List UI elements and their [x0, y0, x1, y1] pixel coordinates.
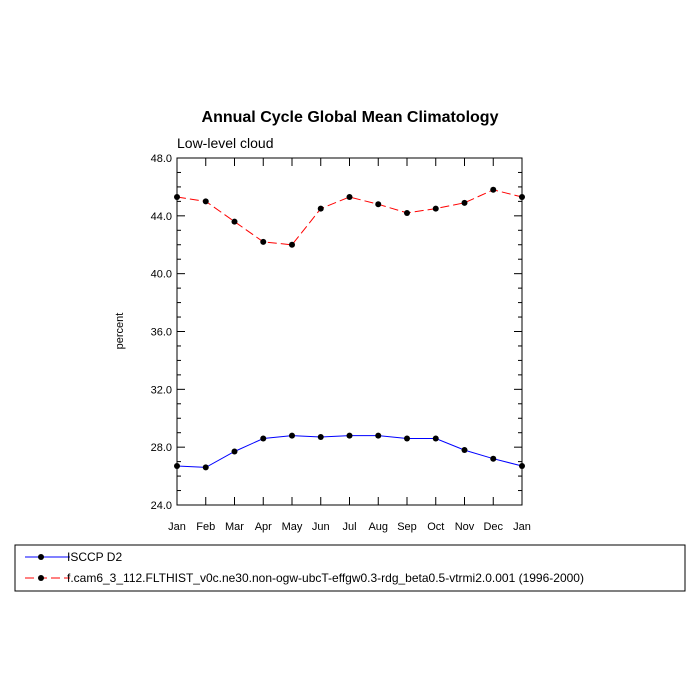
x-tick-label: Apr	[255, 521, 272, 533]
data-point	[404, 209, 410, 216]
data-point	[490, 186, 497, 193]
data-point	[231, 448, 238, 455]
data-point	[519, 194, 525, 201]
data-point	[289, 432, 295, 439]
x-tick-label: Jun	[312, 521, 330, 533]
legend-marker-2	[38, 575, 44, 581]
x-tick-label: Oct	[427, 521, 444, 533]
legend-label-1: ISCCP D2	[67, 550, 122, 564]
x-tick-label: Aug	[368, 521, 388, 533]
chart-subtitle: Low-level cloud	[177, 135, 274, 151]
data-point	[461, 447, 468, 454]
x-tick-label: Sep	[397, 521, 417, 533]
data-point	[260, 435, 267, 442]
data-point	[174, 462, 180, 469]
data-point	[174, 194, 180, 201]
x-tick-label: Mar	[225, 521, 244, 533]
data-point	[375, 201, 382, 208]
series-line-1	[176, 435, 523, 468]
x-tick-label: May	[282, 521, 303, 533]
y-tick-label: 40.0	[151, 269, 172, 281]
legend-label-2: f.cam6_3_112.FLTHIST_v0c.ne30.non-ogw-ub…	[67, 571, 584, 585]
x-tick-label: Nov	[455, 521, 475, 533]
data-point	[231, 218, 238, 225]
legend: ISCCP D2 f.cam6_3_112.FLTHIST_v0c.ne30.no…	[14, 544, 686, 592]
data-point	[461, 199, 468, 206]
y-tick-label: 28.0	[151, 442, 172, 454]
data-point	[317, 434, 324, 441]
x-tick-label: Feb	[196, 521, 215, 533]
data-point	[202, 198, 209, 205]
y-tick-label: 32.0	[151, 384, 172, 396]
data-point	[519, 462, 525, 469]
x-tick-label: Jan	[513, 521, 531, 533]
data-point	[317, 205, 324, 212]
plot-area: 24.0 28.0 32.0 36.0 40.0 44.0 48.0 Jan Feb Mar Apr…	[151, 153, 531, 533]
data-point	[432, 205, 439, 212]
data-point	[490, 455, 497, 462]
data-point	[346, 432, 353, 439]
data-point	[202, 464, 209, 471]
data-point	[260, 238, 267, 245]
y-tick-label: 44.0	[151, 211, 172, 223]
plot-frame	[176, 157, 523, 506]
y-tick-label: 36.0	[151, 327, 172, 339]
x-tick-label: Jul	[342, 521, 356, 533]
chart-title: Annual Cycle Global Mean Climatology	[202, 109, 499, 126]
y-axis-label: percent	[114, 313, 126, 350]
legend-box	[14, 544, 686, 592]
data-point	[289, 241, 295, 248]
data-point	[375, 432, 382, 439]
data-point	[346, 194, 353, 201]
data-point	[432, 435, 439, 442]
data-point	[404, 435, 410, 442]
y-tick-label: 48.0	[151, 153, 172, 165]
y-tick-label: 24.0	[151, 500, 172, 512]
legend-marker-1	[38, 554, 44, 560]
x-tick-label: Dec	[483, 521, 503, 533]
x-tick-label: Jan	[168, 521, 186, 533]
